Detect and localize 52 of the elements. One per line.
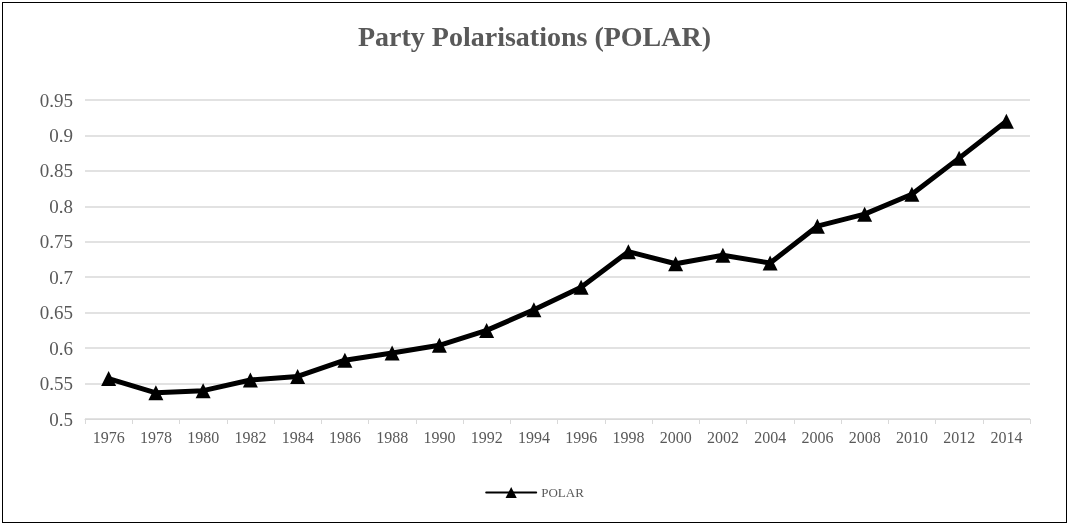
y-tick-label: 0.9 — [49, 124, 73, 146]
point — [809, 218, 825, 234]
point — [148, 385, 164, 401]
point — [290, 368, 306, 384]
point — [431, 337, 447, 353]
x-tick-label: 2010 — [895, 428, 928, 446]
x-tick-label: 1980 — [187, 428, 220, 446]
x-tick-label: 1994 — [517, 428, 550, 446]
y-tick-label: 0.95 — [39, 89, 73, 111]
y-tick-label: 0.65 — [39, 302, 73, 324]
point — [573, 279, 589, 295]
y-tick-label: 0.7 — [49, 266, 73, 288]
x-tick-label: 1978 — [139, 428, 172, 446]
x-tick-label: 1990 — [423, 428, 456, 446]
x-tick-label: 1988 — [376, 428, 409, 446]
y-tick-label: 0.85 — [39, 160, 73, 182]
point — [998, 113, 1014, 129]
point — [620, 244, 636, 260]
x-tick-label: 2004 — [754, 428, 787, 446]
point — [951, 150, 967, 166]
x-tick-label: 1982 — [234, 428, 267, 446]
point — [101, 371, 117, 387]
x-tick-label: 2012 — [943, 428, 976, 446]
y-tick-label: 0.8 — [49, 195, 73, 217]
point — [904, 186, 920, 202]
point — [857, 206, 873, 222]
point — [479, 322, 495, 338]
x-tick-label: 1992 — [470, 428, 503, 446]
point — [242, 372, 258, 388]
point — [337, 352, 353, 368]
y-tick-label: 0.75 — [39, 231, 73, 253]
x-tick-label: 1996 — [565, 428, 598, 446]
x-tick-label: 2008 — [848, 428, 881, 446]
point — [668, 256, 684, 272]
x-tick-label: 1998 — [612, 428, 645, 446]
x-tick-label: 1986 — [328, 428, 361, 446]
y-tick-label: 0.5 — [49, 408, 73, 430]
x-tick-label: 2000 — [659, 428, 692, 446]
point — [762, 255, 778, 271]
legend-label: POLAR — [541, 485, 585, 500]
x-tick-label: 2014 — [990, 428, 1023, 446]
point — [195, 383, 211, 399]
y-tick-label: 0.6 — [49, 337, 73, 359]
x-tick-label: 1984 — [281, 428, 314, 446]
x-tick-label: 2006 — [801, 428, 834, 446]
y-tick-label: 0.55 — [39, 373, 73, 395]
x-tick-label: 2002 — [706, 428, 739, 446]
point — [526, 302, 542, 318]
x-tick-label: 1976 — [92, 428, 125, 446]
chart-title: Party Polarisations (POLAR) — [357, 20, 712, 52]
point — [715, 247, 731, 263]
point — [384, 345, 400, 361]
